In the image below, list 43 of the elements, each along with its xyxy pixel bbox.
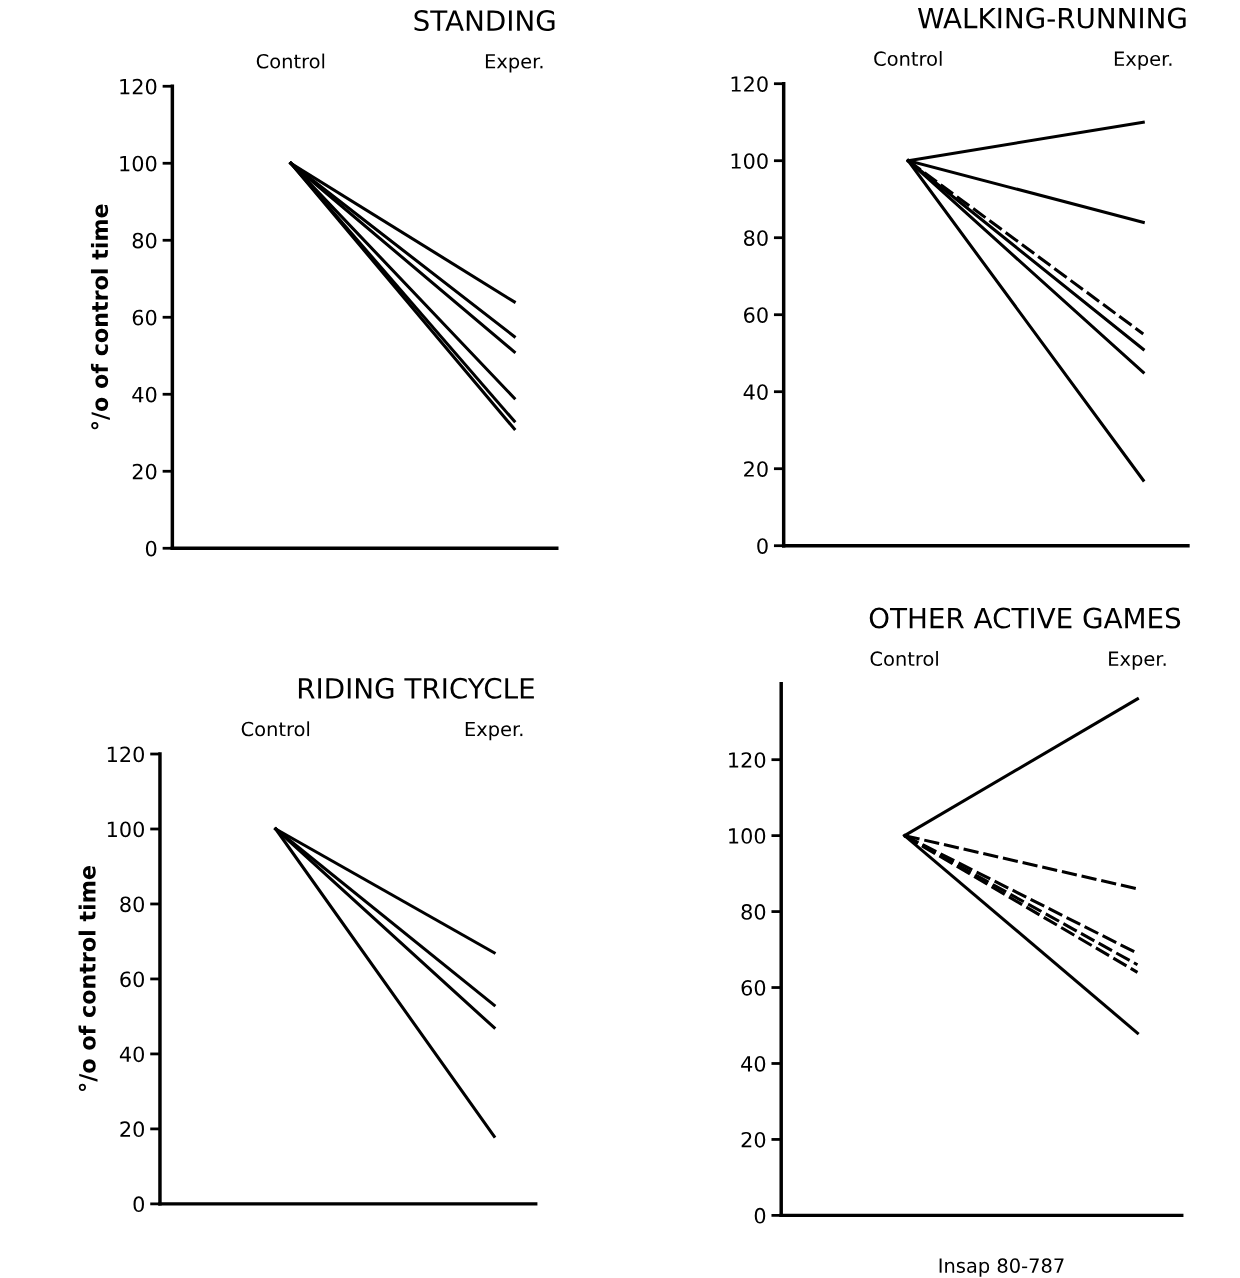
y-tick-label: 40 <box>741 1055 766 1072</box>
y-tick-label: 80 <box>744 230 768 246</box>
y-tick-label: 100 <box>107 821 144 838</box>
x-tick-label: Control <box>256 53 325 69</box>
chart-title: RIDING TRICYCLE <box>298 677 534 699</box>
y-tick-label: 120 <box>107 746 144 763</box>
chart-title: OTHER ACTIVE GAMES <box>869 607 1181 629</box>
y-tick-label: 60 <box>741 979 766 996</box>
y-tick-label: 60 <box>744 307 768 323</box>
y-tick-label: 80 <box>120 896 144 913</box>
x-tick-label: Exper. <box>1109 651 1166 670</box>
y-axis-title: °/o of control time <box>78 866 98 1091</box>
y-tick-label: 120 <box>731 76 768 92</box>
x-tick-label: Control <box>241 721 310 737</box>
y-tick-label: 20 <box>741 1131 766 1148</box>
x-tick-label: Control <box>870 651 938 667</box>
x-tick-label: Exper. <box>485 54 543 73</box>
chart-title: STANDING <box>414 10 555 32</box>
y-tick-label: 0 <box>754 1207 766 1224</box>
y-tick-label: 0 <box>145 540 157 557</box>
chart-title: WALKING-RUNNING <box>918 7 1186 29</box>
x-tick-label: Exper. <box>1114 51 1172 70</box>
y-tick-label: 60 <box>120 971 144 988</box>
y-tick-label: 100 <box>120 155 157 172</box>
y-tick-label: 40 <box>743 384 768 400</box>
y-tick-label: 0 <box>133 1196 144 1213</box>
y-tick-label: 20 <box>120 1121 144 1138</box>
text: Insap 80-787 <box>939 1258 1064 1277</box>
x-tick-label: Control <box>874 51 942 67</box>
y-tick-label: 120 <box>120 78 157 95</box>
y-tick-label: 120 <box>729 752 766 768</box>
y-tick-label: 100 <box>729 828 766 844</box>
y-tick-label: 20 <box>132 463 157 480</box>
y-tick-label: 0 <box>757 538 768 554</box>
y-tick-label: 40 <box>132 386 157 403</box>
y-tick-label: 20 <box>744 461 768 477</box>
y-tick-label: 80 <box>741 904 766 920</box>
y-axis-title: °/o of control time <box>90 204 110 430</box>
y-tick-label: 60 <box>132 309 157 326</box>
y-tick-label: 100 <box>731 153 768 169</box>
x-tick-label: Exper. <box>465 721 523 741</box>
y-tick-label: 40 <box>119 1046 144 1063</box>
y-tick-label: 80 <box>132 232 157 249</box>
